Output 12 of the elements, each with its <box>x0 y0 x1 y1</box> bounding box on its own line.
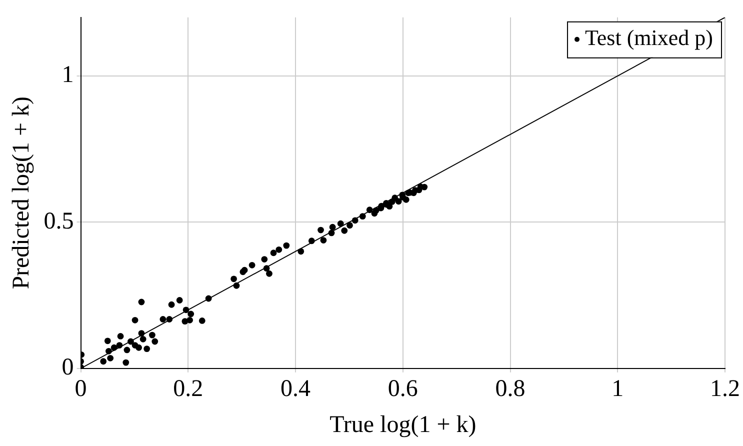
x-tick-label: 1.2 <box>710 376 740 402</box>
legend-label: Test (mixed p) <box>585 25 713 50</box>
x-axis-title: True log(1 + k) <box>330 412 476 438</box>
y-axis-title: Predicted log(1 + k) <box>8 96 35 290</box>
x-tick-label: 0.8 <box>495 376 526 402</box>
y-tick-label: 1 <box>62 62 74 88</box>
x-tick-label: 1 <box>612 376 624 402</box>
y-tick-label: 0.5 <box>44 208 74 234</box>
x-tick-label: 0.6 <box>388 376 418 402</box>
y-tick-label: 0 <box>62 354 74 381</box>
x-tick-label: 0.2 <box>173 376 204 402</box>
x-tick-label: 0.4 <box>280 376 311 402</box>
